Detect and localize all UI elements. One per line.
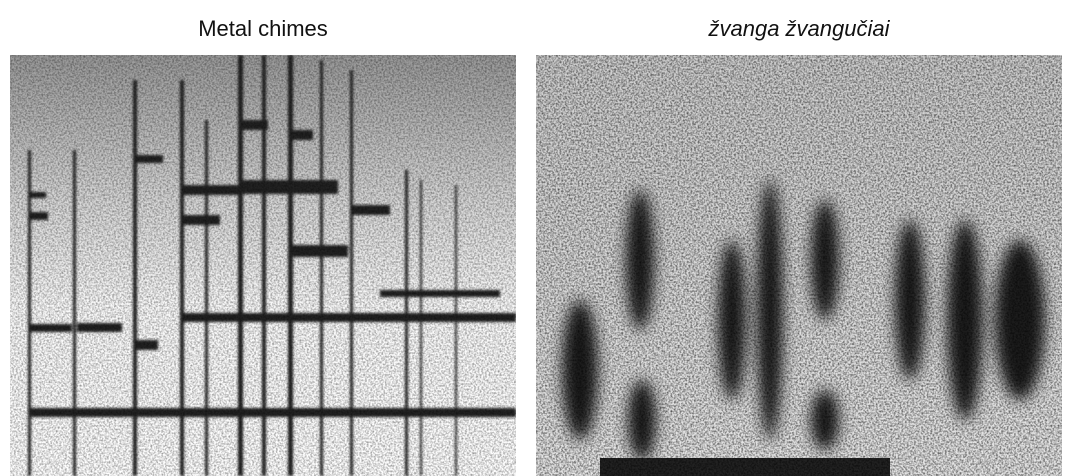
noise xyxy=(536,55,1062,476)
noise xyxy=(10,55,516,476)
page: Metal chimes žvanga žvangučiai xyxy=(0,0,1074,476)
spectrogram-right xyxy=(536,55,1062,476)
spectrograms xyxy=(0,0,1074,476)
spectrogram-left xyxy=(10,55,516,476)
